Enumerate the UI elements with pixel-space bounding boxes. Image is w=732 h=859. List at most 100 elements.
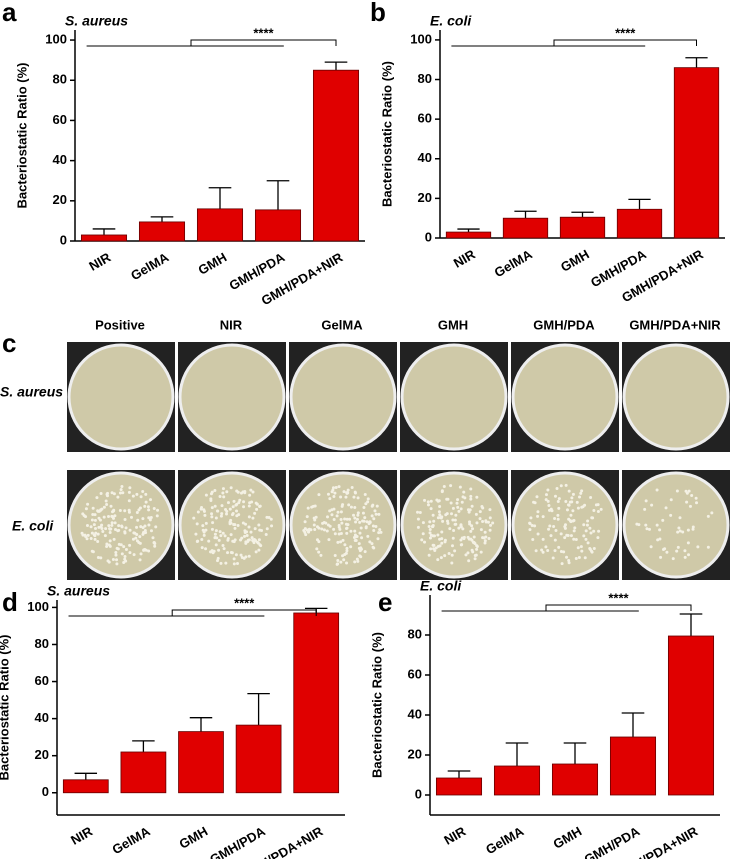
colony [214, 543, 218, 547]
colony [336, 540, 340, 544]
colony [592, 508, 596, 512]
colony [370, 542, 374, 546]
colony [372, 517, 376, 521]
colony [577, 555, 581, 559]
bar [435, 777, 483, 796]
colony [559, 549, 563, 553]
colony [444, 513, 448, 517]
colony [469, 529, 473, 533]
colony [93, 518, 97, 522]
colony [244, 555, 248, 559]
colony [439, 556, 443, 560]
panel-label: d [2, 587, 18, 617]
colony [254, 550, 258, 554]
colony [580, 505, 584, 509]
colony [216, 559, 220, 563]
colony [86, 502, 90, 506]
colony [235, 502, 239, 506]
colony [202, 533, 206, 537]
colony [567, 489, 571, 493]
colony [555, 486, 559, 490]
colony [449, 484, 453, 488]
colony [475, 521, 479, 525]
colony [312, 523, 316, 527]
colony [421, 521, 425, 525]
colony [570, 496, 574, 500]
colony [416, 517, 420, 521]
colony [590, 550, 594, 554]
significance: **** [253, 25, 274, 40]
colony [436, 558, 440, 562]
colony [207, 539, 211, 543]
colony [330, 508, 334, 512]
colony [96, 555, 100, 559]
colony [194, 532, 198, 536]
colony [325, 515, 329, 519]
x-tick-label: GMH [550, 824, 584, 852]
colony [251, 516, 255, 520]
colony [335, 514, 339, 518]
colony [352, 495, 356, 499]
petri-dish [511, 343, 619, 451]
colony [568, 519, 572, 523]
colony [437, 499, 441, 503]
colony [107, 514, 111, 518]
colony [114, 550, 118, 554]
x-tick-label: GelMA [483, 823, 527, 857]
colony [339, 495, 343, 499]
colony [475, 547, 479, 551]
colony [588, 526, 592, 530]
colony [584, 537, 588, 541]
colony [239, 491, 243, 495]
colony [363, 516, 367, 520]
significance: **** [615, 25, 636, 40]
colony [345, 549, 349, 553]
colony [488, 508, 492, 512]
colony [547, 504, 551, 508]
colony [691, 527, 695, 531]
colony [440, 530, 444, 534]
colony [571, 509, 575, 513]
colony [306, 506, 310, 510]
sig-bracket [545, 604, 692, 611]
colony [416, 510, 420, 514]
colony [137, 508, 141, 512]
colony [91, 506, 95, 510]
colony [559, 532, 563, 536]
colony [676, 545, 680, 549]
colony [80, 531, 84, 535]
colony [691, 525, 695, 529]
colony [231, 505, 235, 509]
colony [373, 509, 377, 513]
colony [676, 530, 680, 534]
colony [142, 530, 146, 534]
colony [355, 557, 359, 561]
colony [103, 534, 107, 538]
colony [244, 540, 248, 544]
colony [333, 491, 337, 495]
colony [429, 507, 433, 511]
colony [210, 515, 214, 519]
colony [127, 508, 131, 512]
colony [579, 491, 583, 495]
colony [115, 558, 119, 562]
colony [483, 541, 487, 545]
colony [556, 513, 560, 517]
colony [332, 527, 336, 531]
colony [423, 540, 427, 544]
colony [491, 521, 495, 525]
colony [146, 505, 150, 509]
colony [566, 503, 570, 507]
colony [450, 544, 454, 548]
colony [362, 506, 366, 510]
colony [548, 524, 552, 528]
colony [678, 529, 682, 533]
x-tick-label: GMH/PDA [207, 823, 268, 859]
row-label: S. aureus [0, 384, 63, 400]
colony [478, 510, 482, 514]
colony [253, 511, 257, 515]
colony [90, 518, 94, 522]
colony [470, 504, 474, 508]
colony [675, 489, 679, 493]
